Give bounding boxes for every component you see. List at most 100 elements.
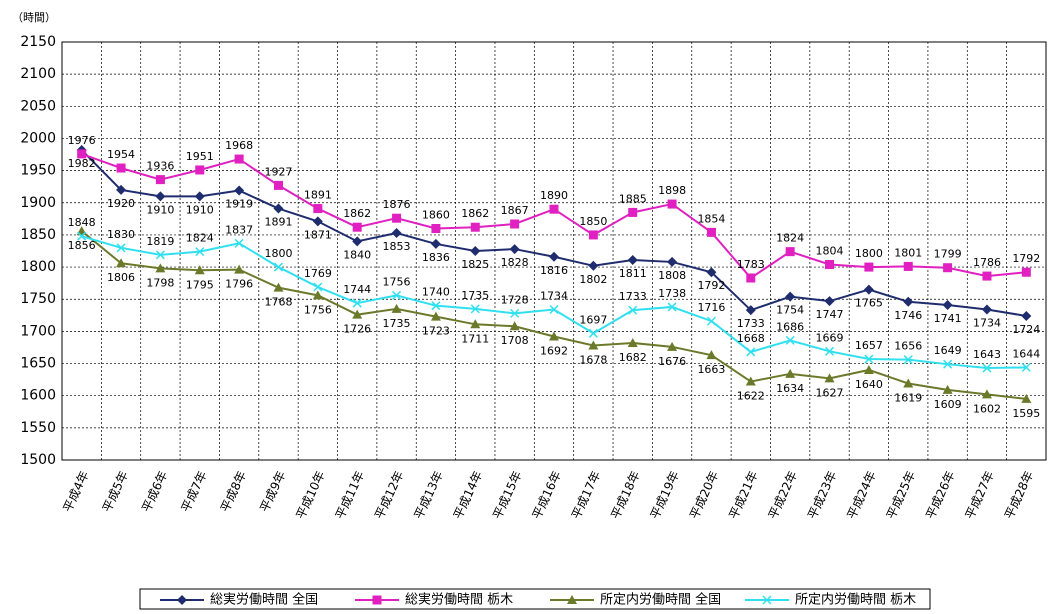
data-label: 1800	[264, 247, 292, 260]
series: 1982 1920 1910 1910 1919 1891 1871 1840 1853 1836…	[68, 145, 1040, 336]
data-label: 1800	[855, 247, 883, 260]
y-tick-label: 2150	[20, 34, 56, 50]
marker	[391, 227, 402, 238]
marker	[627, 255, 638, 266]
data-label: 1716	[697, 301, 725, 314]
data-label: 1860	[422, 208, 450, 221]
data-label: 1837	[225, 223, 253, 236]
data-label: 1735	[461, 289, 489, 302]
data-label: 1802	[579, 273, 607, 286]
data-label: 1747	[816, 308, 844, 321]
marker	[116, 258, 127, 268]
data-label: 1634	[776, 382, 804, 395]
data-label: 1734	[973, 317, 1001, 330]
marker	[77, 231, 87, 241]
marker	[352, 222, 362, 232]
x-tick-label: 平成17年	[569, 469, 603, 521]
marker	[942, 384, 953, 394]
data-label: 1836	[422, 251, 450, 264]
data-label: 1756	[304, 303, 332, 316]
data-label: 1754	[776, 304, 804, 317]
marker	[746, 347, 756, 357]
data-label: 1669	[816, 331, 844, 344]
data-label: 1951	[186, 150, 214, 163]
data-label: 1853	[383, 240, 411, 253]
data-label: 1804	[816, 245, 844, 258]
marker	[667, 302, 677, 312]
data-label: 1982	[68, 157, 96, 170]
marker	[234, 154, 244, 164]
y-tick-label: 2050	[20, 98, 56, 114]
data-label: 1697	[579, 313, 607, 326]
marker	[177, 595, 187, 605]
marker	[470, 246, 481, 256]
y-tick-label: 1900	[20, 195, 56, 211]
data-label: 1799	[934, 248, 962, 261]
marker	[195, 247, 205, 257]
marker	[667, 341, 678, 351]
data-label: 1622	[737, 390, 765, 403]
y-tick-label: 1800	[20, 259, 56, 275]
data-label: 1891	[264, 216, 292, 229]
marker	[470, 319, 481, 329]
data-label: 1862	[343, 207, 371, 220]
marker	[785, 291, 796, 302]
marker	[273, 282, 284, 292]
x-tick-label: 平成27年	[962, 469, 996, 521]
data-label: 1824	[776, 232, 804, 245]
data-label: 1830	[107, 228, 135, 241]
marker	[942, 300, 953, 311]
marker	[785, 368, 796, 378]
x-tick-label: 平成25年	[884, 469, 918, 521]
y-tick-label: 1550	[20, 420, 56, 436]
y-tick-label: 1850	[20, 227, 56, 243]
marker	[116, 243, 126, 253]
legend-label: 所定内労働時間 全国	[600, 592, 721, 608]
marker	[470, 304, 480, 314]
data-label: 1850	[579, 215, 607, 228]
y-tick-label: 2000	[20, 130, 56, 146]
data-label: 1898	[658, 184, 686, 197]
marker	[864, 354, 874, 364]
data-label: 1867	[501, 204, 529, 217]
marker	[706, 227, 716, 237]
data-label: 1740	[422, 286, 450, 299]
data-label: 1769	[304, 267, 332, 280]
y-tick-label: 1600	[20, 388, 56, 404]
marker	[628, 305, 638, 315]
marker	[313, 282, 323, 292]
data-label: 1746	[894, 309, 922, 322]
data-label: 1796	[225, 278, 253, 291]
x-tick-label: 平成19年	[648, 469, 682, 521]
legend-label: 総実労働時間 全国	[210, 592, 318, 608]
data-label: 1640	[855, 378, 883, 391]
data-label: 1711	[461, 332, 489, 345]
data-label: 1786	[973, 256, 1001, 269]
y-tick-label: 1500	[20, 452, 56, 468]
data-label: 1848	[68, 216, 96, 229]
marker	[982, 271, 992, 281]
data-label: 1825	[461, 258, 489, 271]
marker	[824, 346, 835, 356]
data-label: 1819	[146, 235, 174, 248]
marker	[863, 284, 874, 295]
data-label: 1828	[501, 256, 529, 269]
data-label: 1723	[422, 325, 450, 338]
marker	[785, 335, 795, 345]
marker	[588, 340, 599, 350]
marker	[116, 163, 126, 173]
data-label: 1657	[855, 339, 883, 352]
data-label: 1936	[146, 160, 174, 173]
x-tick-label: 平成15年	[490, 469, 524, 521]
x-tick-label: 平成11年	[333, 469, 367, 521]
data-label: 1910	[146, 203, 174, 216]
marker	[785, 247, 795, 257]
marker	[312, 216, 323, 227]
marker	[903, 355, 913, 365]
data-label: 1686	[776, 320, 804, 333]
marker	[352, 298, 362, 308]
marker	[234, 264, 245, 274]
data-label: 1735	[383, 317, 411, 330]
marker	[745, 376, 756, 386]
